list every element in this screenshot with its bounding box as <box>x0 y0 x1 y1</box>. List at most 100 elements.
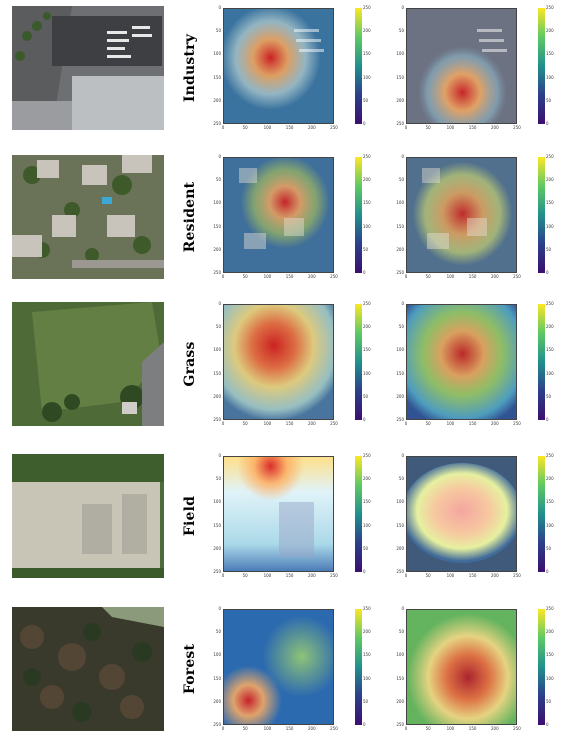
y-tick-label: 150 <box>213 522 221 528</box>
y-tick-label: 150 <box>213 675 221 681</box>
colorbar-tick-label: 100 <box>546 74 554 80</box>
colorbar-tick-label: 100 <box>363 223 371 229</box>
colorbar-tick-label: 50 <box>546 97 552 103</box>
colorbar-tick-label: 50 <box>363 545 369 551</box>
cam-panel-1: 0 0 50 50 100 100 150 150 200 200 250 250 0 50 100 150 2… <box>210 301 370 436</box>
colorbar-tick-label: 150 <box>546 499 554 505</box>
colorbar-tick-label: 200 <box>546 324 554 330</box>
x-tick-label: 150 <box>285 274 294 279</box>
x-tick-label: 200 <box>307 573 316 578</box>
heatmap-overlay <box>223 8 334 124</box>
x-tick-label: 200 <box>307 421 316 426</box>
colorbar-tick-label: 200 <box>546 177 554 183</box>
x-tick-label: 0 <box>221 421 225 426</box>
cam-panel-1: 0 0 50 50 100 100 150 150 200 200 250 250 0 50 100 150 2… <box>210 453 370 588</box>
colorbar-tick-label: 250 <box>546 301 554 306</box>
y-tick-label: 250 <box>213 121 221 126</box>
y-tick-label: 250 <box>396 121 404 126</box>
heatmap-overlay <box>406 456 517 572</box>
colorbar-tick-label: 50 <box>546 393 552 399</box>
heatmap-overlay <box>223 609 334 725</box>
aerial-image-resident <box>12 155 164 279</box>
x-tick-label: 0 <box>404 421 408 426</box>
y-tick-label: 50 <box>215 629 221 635</box>
cam-panel-2: 0 0 50 50 100 100 150 150 200 200 250 250 0 50 100 150 2… <box>393 301 553 436</box>
x-tick-label: 0 <box>404 125 408 130</box>
x-tick-label: 50 <box>242 573 248 578</box>
cam-panel-2: 0 0 50 50 100 100 150 150 200 200 250 250 0 50 100 150 2… <box>393 606 553 741</box>
x-tick-label: 250 <box>330 125 338 130</box>
colorbar-tick-label: 100 <box>363 675 371 681</box>
x-tick-label: 50 <box>425 726 431 731</box>
x-tick-label: 200 <box>307 274 316 279</box>
x-tick-label: 150 <box>468 421 477 426</box>
x-tick-label: 150 <box>468 726 477 731</box>
colorbar-tick-label: 250 <box>363 301 371 306</box>
colorbar-tick-label: 100 <box>546 223 554 229</box>
x-tick-label: 0 <box>221 274 225 279</box>
colorbar-tick-label: 250 <box>546 453 554 458</box>
heatmap-overlay <box>223 157 334 273</box>
cam-panel-2: 0 0 50 50 100 100 150 150 200 200 250 250 0 50 100 150 2… <box>393 5 553 140</box>
y-tick-label: 50 <box>398 629 404 635</box>
x-tick-label: 50 <box>242 421 248 426</box>
x-tick-label: 0 <box>404 573 408 578</box>
cam-panel-1: 0 0 50 50 100 100 150 150 200 200 250 250 0 50 100 150 2… <box>210 5 370 140</box>
x-tick-label: 50 <box>425 573 431 578</box>
y-tick-label: 150 <box>213 223 221 229</box>
y-tick-label: 0 <box>401 453 404 458</box>
x-tick-label: 100 <box>446 274 455 279</box>
y-tick-label: 150 <box>396 74 404 80</box>
x-tick-label: 50 <box>242 274 248 279</box>
y-tick-label: 50 <box>215 476 221 482</box>
colorbar-tick-label: 100 <box>546 522 554 528</box>
y-tick-label: 200 <box>213 545 221 551</box>
x-tick-label: 250 <box>330 421 338 426</box>
colorbar <box>355 8 362 124</box>
y-tick-label: 250 <box>213 270 221 275</box>
y-tick-label: 200 <box>213 698 221 704</box>
colorbar-tick-label: 50 <box>363 97 369 103</box>
x-tick-label: 50 <box>425 421 431 426</box>
row-label: Forest <box>182 643 198 695</box>
colorbar-tick-label: 0 <box>363 417 366 422</box>
y-tick-label: 100 <box>396 499 404 505</box>
y-tick-label: 50 <box>215 28 221 34</box>
x-tick-label: 250 <box>513 726 521 731</box>
y-tick-label: 200 <box>396 246 404 252</box>
row-field: Field 0 0 50 50 100 100 150 150 200 200 250 250 0 50 1… <box>0 453 572 580</box>
colorbar <box>538 157 545 273</box>
colorbar-tick-label: 50 <box>363 246 369 252</box>
y-tick-label: 0 <box>401 301 404 306</box>
colorbar <box>538 609 545 725</box>
y-tick-label: 200 <box>396 698 404 704</box>
colorbar-tick-label: 200 <box>363 177 371 183</box>
y-tick-label: 150 <box>213 74 221 80</box>
y-tick-label: 50 <box>398 324 404 330</box>
x-tick-label: 100 <box>263 726 272 731</box>
x-tick-label: 100 <box>446 421 455 426</box>
y-tick-label: 50 <box>215 177 221 183</box>
heatmap-overlay <box>406 8 517 124</box>
row-label: Industry <box>182 33 198 103</box>
x-tick-label: 100 <box>263 421 272 426</box>
y-tick-label: 100 <box>213 652 221 658</box>
x-tick-label: 200 <box>490 573 499 578</box>
y-tick-label: 100 <box>396 652 404 658</box>
y-tick-label: 0 <box>218 154 221 159</box>
x-tick-label: 100 <box>263 274 272 279</box>
x-tick-label: 150 <box>285 421 294 426</box>
colorbar-tick-label: 0 <box>363 270 366 275</box>
aerial-image-grass <box>12 302 164 426</box>
y-tick-label: 50 <box>398 28 404 34</box>
cam-panel-2: 0 0 50 50 100 100 150 150 200 200 250 250 0 50 100 150 2… <box>393 453 553 588</box>
colorbar-tick-label: 250 <box>363 453 371 458</box>
y-tick-label: 100 <box>213 51 221 57</box>
y-tick-label: 50 <box>215 324 221 330</box>
colorbar-tick-label: 200 <box>546 629 554 635</box>
x-tick-label: 250 <box>330 274 338 279</box>
colorbar <box>538 304 545 420</box>
y-tick-label: 200 <box>396 393 404 399</box>
y-tick-label: 50 <box>398 476 404 482</box>
row-label: Grass <box>182 341 198 387</box>
